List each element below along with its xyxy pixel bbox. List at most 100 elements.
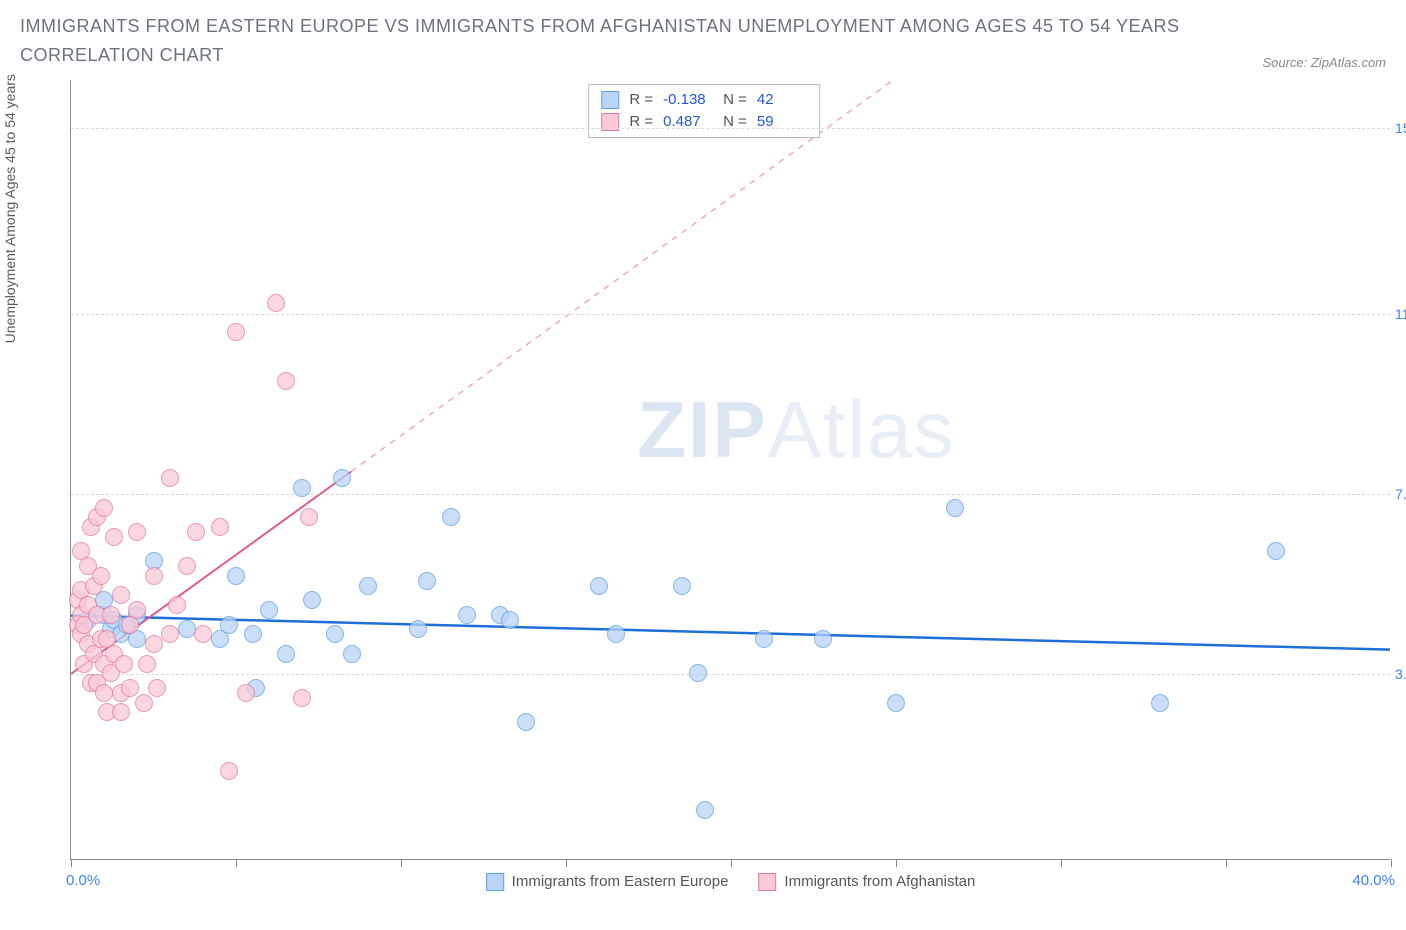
- trend-line-solid: [71, 615, 1390, 649]
- y-axis-label: Unemployment Among Ages 45 to 54 years: [2, 74, 18, 343]
- source-attribution: Source: ZipAtlas.com: [1262, 55, 1386, 70]
- data-point[interactable]: [755, 630, 773, 648]
- scatter-plot: ZIPAtlas R = -0.138 N = 42 R = 0.487 N =…: [70, 80, 1390, 860]
- data-point[interactable]: [814, 630, 832, 648]
- data-point[interactable]: [121, 679, 139, 697]
- data-point[interactable]: [300, 508, 318, 526]
- data-point[interactable]: [333, 469, 351, 487]
- data-point[interactable]: [128, 523, 146, 541]
- data-point[interactable]: [293, 689, 311, 707]
- data-point[interactable]: [303, 591, 321, 609]
- stats-row-series-1: R = -0.138 N = 42: [601, 89, 807, 111]
- watermark-atlas: Atlas: [768, 385, 956, 474]
- data-point[interactable]: [194, 625, 212, 643]
- data-point[interactable]: [135, 694, 153, 712]
- x-axis-min-label: 0.0%: [66, 872, 100, 889]
- x-tick: [1061, 859, 1062, 867]
- watermark-zip: ZIP: [637, 385, 767, 474]
- data-point[interactable]: [260, 601, 278, 619]
- gridline: [71, 314, 1390, 315]
- data-point[interactable]: [244, 625, 262, 643]
- data-point[interactable]: [161, 469, 179, 487]
- trend-lines-layer: [71, 80, 1390, 859]
- data-point[interactable]: [112, 703, 130, 721]
- data-point[interactable]: [178, 557, 196, 575]
- title-line-1: IMMIGRANTS FROM EASTERN EUROPE VS IMMIGR…: [20, 16, 1180, 36]
- data-point[interactable]: [409, 620, 427, 638]
- x-tick: [731, 859, 732, 867]
- x-tick: [401, 859, 402, 867]
- data-point[interactable]: [673, 577, 691, 595]
- y-tick-label: 11.2%: [1395, 306, 1406, 322]
- data-point[interactable]: [517, 713, 535, 731]
- data-point[interactable]: [1151, 694, 1169, 712]
- data-point[interactable]: [105, 528, 123, 546]
- data-point[interactable]: [237, 684, 255, 702]
- stats-swatch-1: [601, 91, 619, 109]
- data-point[interactable]: [887, 694, 905, 712]
- data-point[interactable]: [689, 664, 707, 682]
- data-point[interactable]: [211, 518, 229, 536]
- data-point[interactable]: [343, 645, 361, 663]
- data-point[interactable]: [607, 625, 625, 643]
- data-point[interactable]: [946, 499, 964, 517]
- stats-n-value-1: 42: [757, 91, 807, 108]
- legend-swatch: [758, 873, 776, 891]
- data-point[interactable]: [458, 606, 476, 624]
- data-point[interactable]: [326, 625, 344, 643]
- data-point[interactable]: [590, 577, 608, 595]
- data-point[interactable]: [138, 655, 156, 673]
- data-point[interactable]: [148, 679, 166, 697]
- legend: Immigrants from Eastern Europe Immigrants…: [486, 873, 976, 891]
- title-line-2: CORRELATION CHART: [20, 45, 224, 65]
- data-point[interactable]: [442, 508, 460, 526]
- data-point[interactable]: [501, 611, 519, 629]
- data-point[interactable]: [359, 577, 377, 595]
- data-point[interactable]: [227, 567, 245, 585]
- data-point[interactable]: [145, 567, 163, 585]
- legend-label: Immigrants from Eastern Europe: [512, 873, 729, 890]
- data-point[interactable]: [178, 620, 196, 638]
- y-tick-label: 7.5%: [1395, 486, 1406, 502]
- data-point[interactable]: [92, 567, 110, 585]
- data-point[interactable]: [145, 635, 163, 653]
- gridline: [71, 128, 1390, 129]
- y-tick-label: 15.0%: [1395, 120, 1406, 136]
- gridline: [71, 494, 1390, 495]
- data-point[interactable]: [277, 372, 295, 390]
- stats-n-label: N =: [723, 91, 747, 108]
- data-point[interactable]: [267, 294, 285, 312]
- data-point[interactable]: [95, 684, 113, 702]
- data-point[interactable]: [95, 499, 113, 517]
- gridline: [71, 674, 1390, 675]
- legend-label: Immigrants from Afghanistan: [784, 873, 975, 890]
- legend-item[interactable]: Immigrants from Afghanistan: [758, 873, 975, 891]
- data-point[interactable]: [168, 596, 186, 614]
- data-point[interactable]: [112, 586, 130, 604]
- x-tick: [71, 859, 72, 867]
- data-point[interactable]: [220, 616, 238, 634]
- data-point[interactable]: [161, 625, 179, 643]
- x-tick: [236, 859, 237, 867]
- data-point[interactable]: [227, 323, 245, 341]
- data-point[interactable]: [696, 801, 714, 819]
- x-tick: [896, 859, 897, 867]
- legend-item[interactable]: Immigrants from Eastern Europe: [486, 873, 729, 891]
- data-point[interactable]: [277, 645, 295, 663]
- chart-title: IMMIGRANTS FROM EASTERN EUROPE VS IMMIGR…: [20, 12, 1180, 70]
- header: IMMIGRANTS FROM EASTERN EUROPE VS IMMIGR…: [20, 12, 1386, 70]
- stats-box: R = -0.138 N = 42 R = 0.487 N = 59: [588, 84, 820, 138]
- y-tick-label: 3.8%: [1395, 666, 1406, 682]
- data-point[interactable]: [115, 655, 133, 673]
- data-point[interactable]: [220, 762, 238, 780]
- data-point[interactable]: [128, 601, 146, 619]
- data-point[interactable]: [187, 523, 205, 541]
- data-point[interactable]: [418, 572, 436, 590]
- data-point[interactable]: [293, 479, 311, 497]
- data-point[interactable]: [1267, 542, 1285, 560]
- legend-swatch: [486, 873, 504, 891]
- x-tick: [1226, 859, 1227, 867]
- watermark: ZIPAtlas: [637, 384, 955, 476]
- data-point[interactable]: [102, 606, 120, 624]
- x-tick: [1391, 859, 1392, 867]
